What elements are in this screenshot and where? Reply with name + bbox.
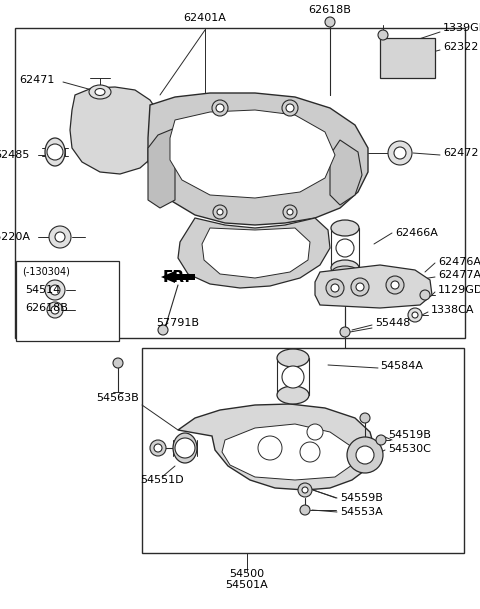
Ellipse shape [89, 85, 111, 99]
Polygon shape [170, 110, 335, 198]
Text: 54551D: 54551D [140, 475, 184, 485]
Text: 62476A: 62476A [438, 257, 480, 267]
Text: 55448: 55448 [375, 318, 410, 328]
Circle shape [391, 281, 399, 289]
Circle shape [325, 17, 335, 27]
Bar [16, 261, 119, 341]
Text: FR.: FR. [163, 270, 191, 284]
Circle shape [282, 366, 304, 388]
Polygon shape [148, 93, 368, 225]
Text: (-130304): (-130304) [22, 267, 70, 277]
Text: 62472: 62472 [443, 148, 479, 158]
Text: 62618B: 62618B [309, 5, 351, 15]
Circle shape [360, 413, 370, 423]
Circle shape [412, 312, 418, 318]
Circle shape [258, 436, 282, 460]
Circle shape [356, 283, 364, 291]
Polygon shape [178, 218, 330, 288]
Polygon shape [330, 140, 362, 205]
Circle shape [283, 205, 297, 219]
Circle shape [408, 308, 422, 322]
Circle shape [175, 438, 195, 458]
Circle shape [158, 325, 168, 335]
Text: 62477A: 62477A [438, 270, 480, 280]
Polygon shape [70, 87, 162, 174]
Circle shape [113, 358, 123, 368]
Polygon shape [178, 404, 375, 490]
Circle shape [340, 327, 350, 337]
Text: 62466A: 62466A [395, 228, 438, 238]
Circle shape [55, 232, 65, 242]
Text: 1338CA: 1338CA [431, 305, 475, 315]
Circle shape [302, 487, 308, 493]
Circle shape [47, 302, 63, 318]
Circle shape [212, 100, 228, 116]
Text: 54501A: 54501A [226, 580, 268, 590]
Circle shape [282, 100, 298, 116]
Circle shape [49, 226, 71, 248]
Circle shape [420, 290, 430, 300]
Text: 54584A: 54584A [380, 361, 423, 371]
Bar [142, 348, 464, 553]
Circle shape [331, 284, 339, 292]
Polygon shape [222, 424, 352, 480]
Text: 62618B: 62618B [25, 303, 68, 313]
Ellipse shape [331, 260, 359, 276]
Text: 54514: 54514 [25, 285, 60, 295]
Text: 54553A: 54553A [340, 507, 383, 517]
Text: 54519B: 54519B [388, 430, 431, 440]
Text: 1339GB: 1339GB [443, 23, 480, 33]
Circle shape [287, 209, 293, 215]
Circle shape [300, 442, 320, 462]
Ellipse shape [277, 349, 309, 367]
Circle shape [356, 446, 374, 464]
Circle shape [378, 30, 388, 40]
Text: 62401A: 62401A [183, 13, 227, 23]
Circle shape [388, 141, 412, 165]
Bar [15, 28, 465, 338]
Circle shape [300, 505, 310, 515]
Text: 54500: 54500 [229, 569, 264, 579]
Circle shape [47, 144, 63, 160]
Ellipse shape [331, 220, 359, 236]
Text: 62485: 62485 [0, 150, 30, 160]
Ellipse shape [332, 266, 358, 278]
Ellipse shape [95, 88, 105, 96]
Text: 57791B: 57791B [156, 318, 200, 328]
Polygon shape [315, 265, 432, 308]
Circle shape [154, 444, 162, 452]
Circle shape [50, 285, 60, 295]
Text: 1129GD: 1129GD [438, 285, 480, 295]
Polygon shape [148, 128, 175, 208]
Text: 54530C: 54530C [388, 444, 431, 454]
Circle shape [45, 280, 65, 300]
Ellipse shape [173, 433, 197, 463]
Circle shape [394, 147, 406, 159]
Circle shape [326, 279, 344, 297]
Circle shape [347, 437, 383, 473]
Circle shape [351, 278, 369, 296]
Ellipse shape [45, 138, 65, 166]
Circle shape [376, 435, 386, 445]
Circle shape [336, 239, 354, 257]
FancyArrow shape [161, 271, 195, 283]
Circle shape [213, 205, 227, 219]
Text: 62322: 62322 [443, 42, 479, 52]
Circle shape [216, 104, 224, 112]
Text: 54559B: 54559B [340, 493, 383, 503]
Circle shape [51, 306, 59, 314]
Text: 96220A: 96220A [0, 232, 30, 242]
Circle shape [286, 104, 294, 112]
Circle shape [386, 276, 404, 294]
Polygon shape [202, 228, 310, 278]
Circle shape [217, 209, 223, 215]
Text: 62471: 62471 [20, 75, 55, 85]
Circle shape [150, 440, 166, 456]
Bar [380, 38, 435, 78]
Circle shape [307, 424, 323, 440]
Ellipse shape [277, 386, 309, 404]
Circle shape [298, 483, 312, 497]
Text: 54563B: 54563B [96, 393, 139, 403]
